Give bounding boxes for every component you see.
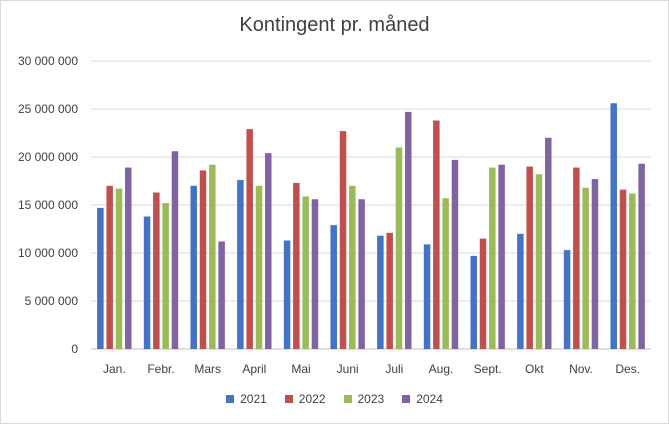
- legend-swatch: [284, 395, 293, 403]
- legend-swatch: [226, 395, 235, 403]
- bar-2023-11: [629, 193, 636, 349]
- bar-2023-5: [349, 185, 356, 349]
- bar-2022-3: [246, 129, 253, 349]
- bar-2022-5: [339, 131, 347, 349]
- bar-2022-2: [199, 170, 207, 349]
- x-tick-label: Febr.: [147, 362, 174, 376]
- bar-2022-4: [293, 182, 300, 349]
- y-tick-label: 15 000 000: [18, 198, 78, 212]
- legend-item: 2021: [226, 392, 267, 406]
- bar-2022-6: [386, 232, 393, 349]
- bar-2021-10: [563, 250, 571, 349]
- x-tick-label: Juli: [385, 362, 403, 376]
- bar-2023-3: [255, 185, 263, 349]
- y-tick-label: 20 000 000: [18, 150, 78, 164]
- bar-2024-11: [638, 163, 645, 349]
- bar-2023-10: [582, 187, 589, 349]
- bar-2021-5: [330, 225, 337, 349]
- bar-2023-0: [115, 188, 123, 349]
- bar-2022-9: [526, 166, 533, 349]
- x-tick-label: Mars: [194, 362, 221, 376]
- y-tick-label: 5 000 000: [25, 294, 79, 308]
- bar-2021-1: [143, 216, 151, 349]
- bar-2021-2: [190, 185, 197, 349]
- bar-2021-6: [377, 235, 384, 349]
- bar-2022-1: [153, 192, 160, 349]
- y-tick-label: 0: [71, 342, 78, 356]
- bar-2023-9: [535, 174, 543, 349]
- bar-2021-7: [423, 244, 431, 349]
- bar-2023-4: [302, 196, 309, 349]
- bar-2024-3: [265, 153, 272, 349]
- bar-2023-6: [395, 147, 403, 349]
- y-tick-label: 10 000 000: [18, 246, 78, 260]
- bar-2024-7: [451, 159, 459, 349]
- bar-2022-11: [619, 189, 627, 349]
- x-tick-label: Okt: [525, 362, 544, 376]
- legend-swatch: [343, 395, 352, 403]
- bar-2024-10: [591, 179, 599, 349]
- bar-2023-7: [442, 198, 449, 349]
- x-tick-label: Jan.: [103, 362, 126, 376]
- bar-2021-4: [283, 240, 291, 349]
- bar-2024-9: [545, 137, 552, 349]
- bar-2024-1: [171, 151, 179, 349]
- bar-2021-8: [470, 255, 477, 349]
- x-tick-label: Sept.: [474, 362, 502, 376]
- legend-swatch: [402, 395, 411, 403]
- legend-label: 2024: [416, 392, 443, 406]
- legend-item: 2023: [343, 392, 385, 406]
- legend-label: 2023: [357, 392, 385, 406]
- bar-2022-10: [573, 167, 580, 349]
- bar-2022-7: [433, 120, 440, 350]
- bar-2021-11: [610, 103, 617, 350]
- legend-item: 2024: [402, 392, 443, 406]
- legend-label: 2022: [298, 392, 326, 406]
- bar-2024-6: [405, 111, 412, 349]
- bar-2024-5: [358, 199, 365, 349]
- bar-2021-9: [517, 233, 524, 349]
- chart-legend: 2021 2022 2023 2024: [0, 392, 669, 406]
- x-tick-label: Juni: [337, 362, 359, 376]
- legend-label: 2021: [240, 392, 267, 406]
- bar-2022-0: [106, 185, 113, 349]
- bar-2024-8: [498, 164, 505, 349]
- bar-2024-4: [311, 199, 319, 349]
- bar-2021-0: [97, 207, 104, 349]
- bar-2023-8: [489, 167, 496, 349]
- bar-2023-2: [209, 164, 216, 349]
- bar-2024-0: [125, 167, 132, 349]
- chart-title: Kontingent pr. måned: [239, 14, 430, 36]
- y-tick-label: 25 000 000: [18, 102, 78, 116]
- bar-2024-2: [218, 241, 225, 349]
- legend-item: 2022: [284, 392, 326, 406]
- x-tick-label: Des.: [615, 362, 640, 376]
- bar-2021-3: [237, 180, 244, 349]
- x-tick-label: Mai: [291, 362, 310, 376]
- x-tick-label: Aug.: [429, 362, 454, 376]
- bar-2023-1: [162, 203, 169, 349]
- x-tick-label: April: [242, 362, 266, 376]
- x-tick-label: Nov.: [569, 362, 593, 376]
- y-tick-label: 30 000 000: [18, 54, 78, 68]
- bar-2022-8: [479, 238, 487, 349]
